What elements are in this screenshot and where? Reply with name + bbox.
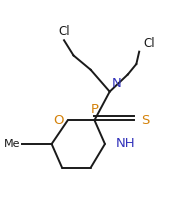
Text: P: P [90,103,98,116]
Text: O: O [53,114,64,127]
Text: Cl: Cl [143,37,155,50]
Text: NH: NH [115,137,135,150]
Text: Me: Me [4,139,20,149]
Text: S: S [141,114,149,127]
Text: Cl: Cl [58,25,70,38]
Text: N: N [112,77,121,90]
